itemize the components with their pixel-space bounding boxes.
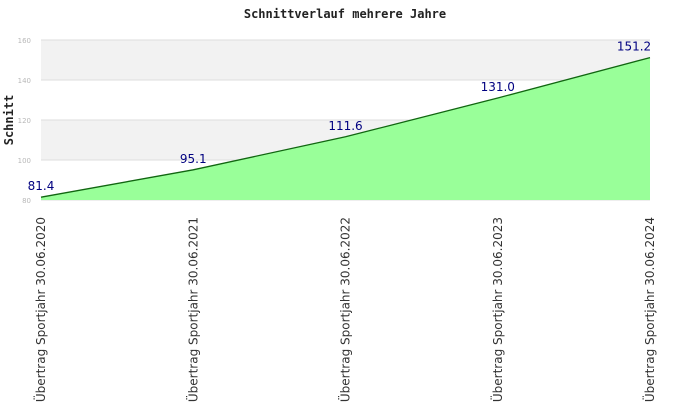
data-label: 151.2 [617,40,651,54]
chart-title: Schnittverlauf mehrere Jahre [244,7,446,21]
data-labels: 81.4 95.1 111.6 131.0 151.2 [28,40,652,194]
y-tick-labels: 80 100 120 140 160 [18,37,31,205]
data-label: 81.4 [28,179,55,193]
x-tick-label: Übertrag Sportjahr 30.06.2020 [32,217,48,402]
y-tick-label: 140 [18,77,31,85]
data-label: 95.1 [180,152,207,166]
y-tick-label: 100 [18,157,31,165]
x-tick-label: Übertrag Sportjahr 30.06.2021 [184,217,200,402]
area-layer [40,56,651,200]
data-label: 131.0 [481,80,515,94]
y-tick-label: 160 [18,37,31,45]
area-fill [41,57,650,200]
y-tick-label: 120 [18,117,31,125]
x-tick-label: Übertrag Sportjahr 30.06.2022 [337,217,353,402]
x-tick-label: Übertrag Sportjahr 30.06.2024 [641,217,657,402]
y-axis-label: Schnitt [2,95,16,146]
x-tick-label: Übertrag Sportjahr 30.06.2023 [489,217,505,402]
data-label: 111.6 [328,119,362,133]
background-band [41,40,650,80]
x-tick-labels: Übertrag Sportjahr 30.06.2020 Übertrag Sp… [32,217,657,402]
y-tick-label: 80 [22,197,31,205]
series-line [40,56,651,198]
